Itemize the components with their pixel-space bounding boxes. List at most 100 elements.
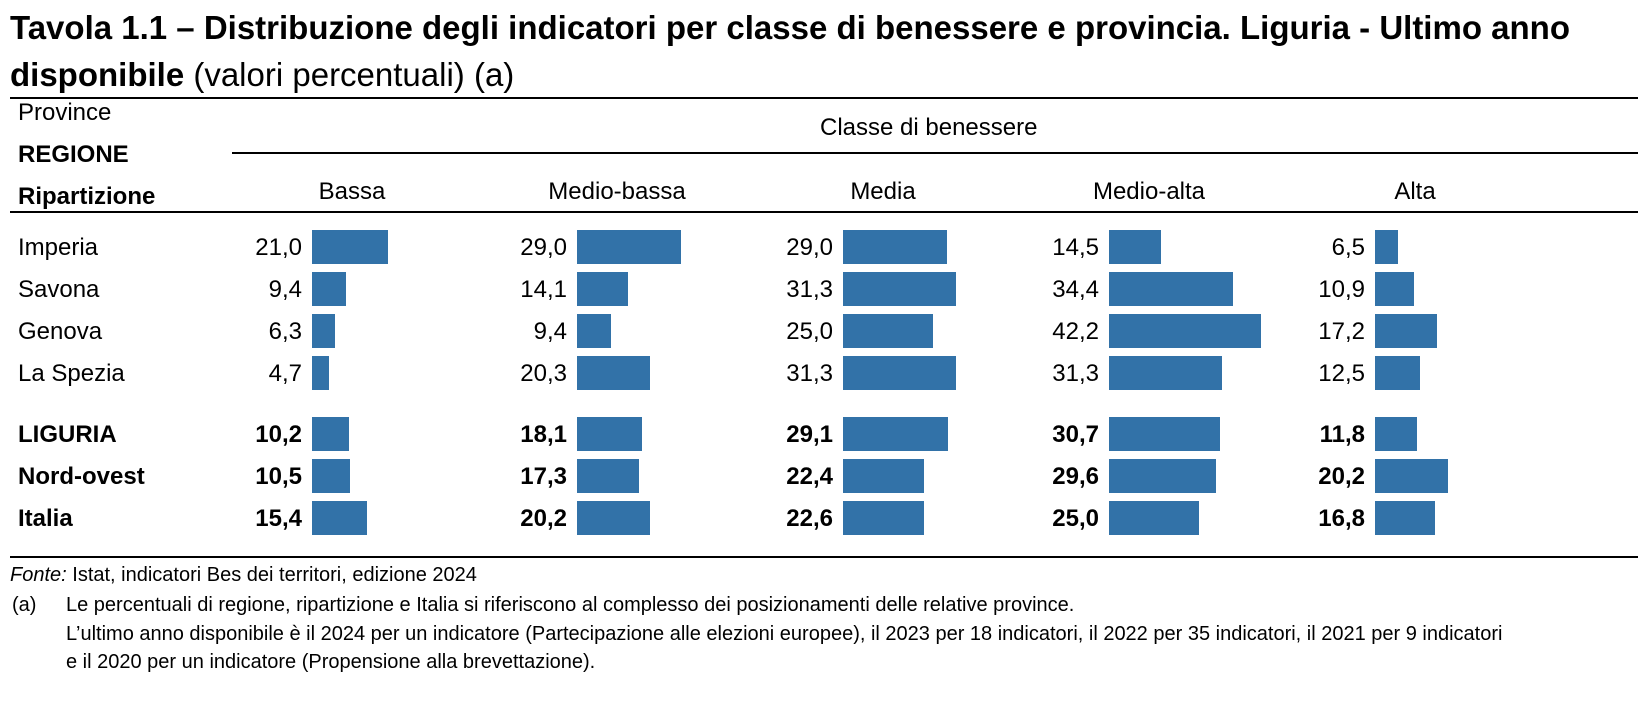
value-label-nord-ovest-3: 29,6 [1052,463,1099,490]
value-label-savona-1: 14,1 [520,276,567,303]
bar-imperia-4 [1375,230,1398,264]
table-title: Tavola 1.1 – Distribuzione degli indicat… [10,4,1640,98]
row-label-savona: Savona [18,276,100,303]
value-label-nord-ovest-1: 17,3 [520,463,567,490]
bar-imperia-3 [1109,230,1161,264]
value-label-genova-2: 25,0 [786,318,833,345]
bar-savona-3 [1109,272,1233,306]
value-label-imperia-3: 14,5 [1052,234,1099,261]
column-header-medio-alta: Medio-alta [1092,178,1206,205]
value-label-italia-4: 16,8 [1318,505,1365,532]
row-label-la-spezia: La Spezia [18,360,125,387]
bar-italia-1 [577,501,650,535]
value-label-savona-2: 31,3 [786,276,833,303]
bar-la-spezia-2 [843,356,956,390]
bar-nord-ovest-0 [312,459,350,493]
value-label-imperia-1: 29,0 [520,234,567,261]
value-label-la-spezia-1: 20,3 [520,360,567,387]
row-label-italia: Italia [18,505,73,532]
value-label-genova-1: 9,4 [533,318,567,345]
bar-nord-ovest-3 [1109,459,1216,493]
bar-liguria-3 [1109,417,1220,451]
bar-savona-4 [1375,272,1414,306]
value-label-nord-ovest-0: 10,5 [255,463,302,490]
value-label-savona-3: 34,4 [1052,276,1099,303]
note-a-line-2: L’ultimo anno disponibile è il 2024 per … [66,623,1503,645]
bar-la-spezia-0 [312,356,329,390]
note-a-line-1: Le percentuali di regione, ripartizione … [66,594,1075,616]
row-header-ripartizione: Ripartizione [18,183,156,210]
bar-liguria-1 [577,417,642,451]
bottom-rule [10,556,1638,558]
value-label-nord-ovest-4: 20,2 [1318,463,1365,490]
value-label-imperia-2: 29,0 [786,234,833,261]
value-label-genova-3: 42,2 [1052,318,1099,345]
value-label-la-spezia-4: 12,5 [1318,360,1365,387]
note-a-line-3: e il 2020 per un indicatore (Propensione… [66,651,596,673]
bar-nord-ovest-2 [843,459,924,493]
bar-imperia-1 [577,230,681,264]
value-label-savona-0: 9,4 [268,276,302,303]
value-label-liguria-2: 29,1 [786,421,833,448]
bar-la-spezia-3 [1109,356,1222,390]
bar-savona-1 [577,272,628,306]
top-rule [10,97,1638,99]
row-label-nord-ovest: Nord-ovest [18,463,145,490]
value-label-genova-0: 6,3 [268,318,302,345]
row-label-imperia: Imperia [18,234,99,261]
value-label-liguria-0: 10,2 [255,421,302,448]
bar-la-spezia-1 [577,356,650,390]
bar-genova-3 [1109,314,1261,348]
value-label-liguria-1: 18,1 [520,421,567,448]
bar-italia-0 [312,501,367,535]
bar-italia-3 [1109,501,1199,535]
group-rule [232,152,1638,154]
bar-genova-1 [577,314,611,348]
column-header-alta: Alta [1394,178,1436,205]
bar-la-spezia-4 [1375,356,1420,390]
row-label-genova: Genova [18,318,103,345]
value-label-italia-1: 20,2 [520,505,567,532]
value-label-italia-2: 22,6 [786,505,833,532]
row-label-liguria: LIGURIA [18,421,117,448]
bar-italia-2 [843,501,924,535]
value-label-la-spezia-3: 31,3 [1052,360,1099,387]
source-label: Fonte: [10,564,67,586]
value-label-italia-3: 25,0 [1052,505,1099,532]
column-header-bassa: Bassa [318,178,386,205]
value-label-la-spezia-0: 4,7 [268,360,302,387]
value-label-imperia-0: 21,0 [255,234,302,261]
value-label-italia-0: 15,4 [255,505,302,532]
value-label-savona-4: 10,9 [1318,276,1365,303]
group-header: Classe di benessere [820,114,1038,141]
bar-genova-0 [312,314,335,348]
table-title-normal: (valori percentuali) (a) [184,56,515,93]
value-label-la-spezia-2: 31,3 [786,360,833,387]
bar-liguria-4 [1375,417,1417,451]
bar-liguria-0 [312,417,349,451]
bar-nord-ovest-1 [577,459,639,493]
source-text: Istat, indicatori Bes dei territori, edi… [66,564,477,586]
value-label-liguria-4: 11,8 [1319,421,1365,448]
bar-genova-2 [843,314,933,348]
bar-liguria-2 [843,417,948,451]
table-title-bold: Tavola 1.1 – Distribuzione degli indicat… [10,9,1570,93]
source-note: Fonte: Istat, indicatori Bes dei territo… [10,564,477,587]
bar-italia-4 [1375,501,1435,535]
bar-nord-ovest-4 [1375,459,1448,493]
value-label-liguria-3: 30,7 [1052,421,1099,448]
value-label-nord-ovest-2: 22,4 [786,463,833,490]
row-header-province: Province [18,99,112,126]
note-a-marker: (a) [12,594,37,616]
bar-genova-4 [1375,314,1437,348]
header-rule [10,211,1638,213]
value-label-imperia-4: 6,5 [1331,234,1365,261]
value-label-genova-4: 17,2 [1318,318,1365,345]
bar-imperia-0 [312,230,388,264]
row-header-regione: REGIONE [18,141,129,168]
bar-imperia-2 [843,230,947,264]
column-header-medio-bassa: Medio-bassa [548,178,686,205]
bar-savona-0 [312,272,346,306]
column-header-media: Media [850,178,916,205]
bar-savona-2 [843,272,956,306]
